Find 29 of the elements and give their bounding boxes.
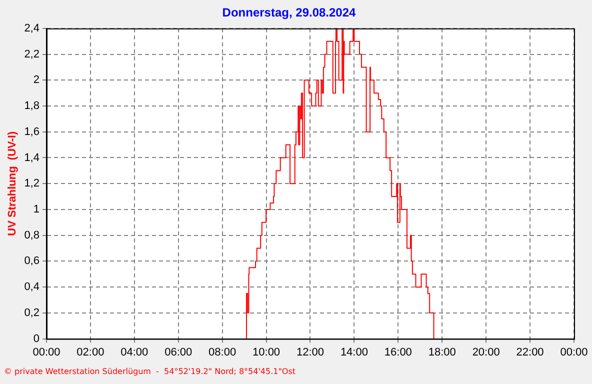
x-tick-label: 22:00: [516, 346, 544, 358]
y-tick-label: 1: [33, 204, 40, 216]
y-tick-label: 0: [33, 332, 40, 345]
y-tick-label: 1,2: [24, 178, 40, 190]
y-tick-label: 2: [33, 74, 40, 86]
y-tick-label: 0,8: [24, 229, 40, 242]
x-tick-label: 20:00: [472, 346, 500, 358]
x-tick-label: 18:00: [428, 346, 456, 358]
chart-title: Donnerstag, 29.08.2024: [222, 6, 356, 20]
x-tick-label: 02:00: [76, 346, 104, 358]
x-tick-label: 14:00: [340, 346, 368, 358]
x-tick-label: 04:00: [120, 346, 148, 358]
y-tick-label: 2,4: [24, 22, 40, 34]
y-tick-label: 0,2: [24, 306, 40, 319]
y-axis-title: UV Strahlung (UV-I): [6, 131, 19, 236]
y-tick-label: 1,8: [24, 100, 40, 112]
y-tick-label: 1,4: [24, 152, 40, 164]
x-tick-label: 00:00: [560, 346, 588, 358]
x-tick-label: 16:00: [384, 346, 412, 358]
x-tick-label: 10:00: [252, 346, 280, 358]
x-tick-label: 12:00: [296, 346, 324, 358]
x-tick-label: 08:00: [208, 346, 236, 358]
y-tick-label: 0,4: [24, 281, 40, 294]
text: © private Wetterstation Süderlügum - 54°52'19.2" Nord; 8°54'45.1"Ost: [4, 367, 296, 376]
x-tick-label: 00:00: [32, 346, 60, 358]
x-tick-label: 06:00: [164, 346, 192, 358]
y-tick-label: 1,6: [24, 126, 40, 138]
y-tick-label: 2,2: [24, 48, 40, 60]
y-tick-label: 0,6: [24, 255, 40, 268]
